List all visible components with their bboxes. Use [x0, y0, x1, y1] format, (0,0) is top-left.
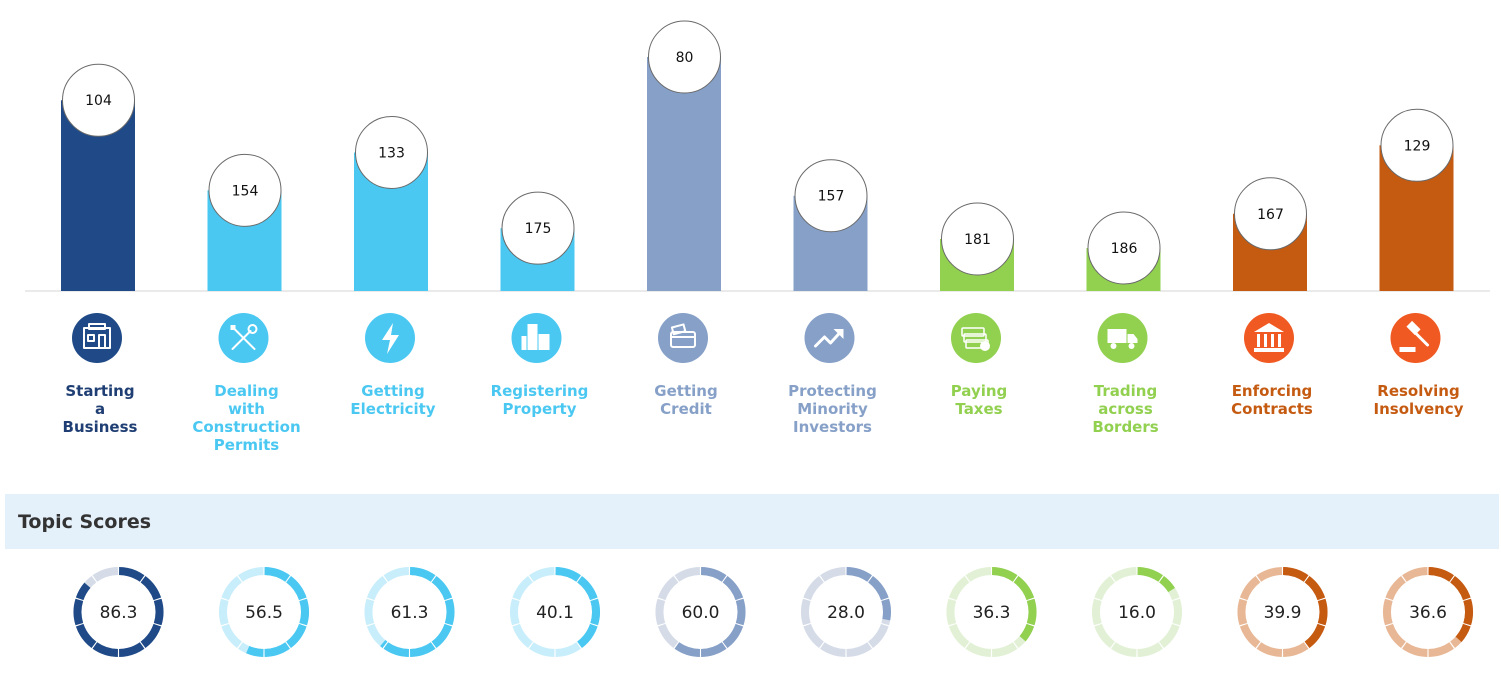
rank-bubble: [1380, 108, 1454, 182]
score-value: 61.3: [391, 603, 429, 623]
score-donut: 36.3: [946, 567, 1037, 657]
building-icon: [72, 313, 122, 363]
score-value: 28.0: [827, 603, 865, 623]
score-value: 39.9: [1264, 603, 1302, 623]
score-donut: 16.0: [1092, 567, 1182, 657]
city-buildings-icon: [511, 313, 562, 363]
rank-label: 104: [85, 93, 112, 109]
rank-label: 154: [232, 183, 259, 199]
score-value: 56.5: [245, 603, 283, 623]
lightning-icon: [365, 313, 415, 363]
rank-label: 167: [1257, 207, 1284, 223]
rank-label: 181: [964, 232, 991, 248]
rank-bubble: [355, 116, 428, 189]
rank-label: 157: [818, 189, 845, 205]
category-label: Resolving Insolvency: [1374, 382, 1464, 418]
topic-scores-header: Topic Scores: [5, 494, 1499, 549]
rank-label: 175: [525, 221, 552, 237]
score-donut: 40.1: [510, 567, 600, 657]
courthouse-icon: [1244, 313, 1294, 363]
score-value: 36.3: [973, 603, 1011, 623]
rank-bubble: [501, 191, 575, 265]
score-donut: 56.5: [219, 567, 309, 657]
category-label: Paying Taxes: [951, 382, 1008, 418]
rank-bubble: [62, 63, 135, 137]
credit-card-icon: [658, 313, 708, 363]
rank-bubble: [208, 153, 282, 227]
gavel-icon: [1390, 313, 1441, 363]
score-donut: 60.0: [655, 567, 746, 657]
topic-score-donuts: 86.3 56.5 61.3 40.1 60.0 28.0 36.3 16.0 39.9 36.6: [73, 567, 1473, 657]
score-value: 36.6: [1409, 603, 1447, 623]
score-value: 16.0: [1118, 603, 1156, 623]
bar: [647, 57, 721, 291]
category-label: Trading across Borders: [1092, 382, 1158, 436]
money-stack-icon: [951, 313, 1001, 363]
category-label: Getting Electricity: [350, 382, 435, 418]
rank-label: 80: [676, 50, 694, 66]
category-label: Enforcing Contracts: [1231, 382, 1313, 418]
topic-scores-title: Topic Scores: [18, 511, 152, 533]
rank-label: 133: [378, 146, 405, 162]
category-label: Starting a Business: [63, 382, 138, 436]
rank-bar-chart: 104 Starting a Business 154 Dealing with Constr…: [25, 20, 1490, 454]
trend-arrow-icon: [804, 313, 855, 363]
category-label: Dealing with Construction Permits: [192, 382, 300, 454]
score-donut: 36.6: [1383, 567, 1473, 657]
rank-bubble: [1087, 211, 1161, 285]
score-donut: 61.3: [364, 567, 455, 657]
rank-bubble: [648, 20, 721, 94]
rank-bubble: [1234, 177, 1307, 251]
rank-label: 186: [1111, 241, 1138, 257]
category-label: Registering Property: [491, 382, 589, 418]
category-label: Getting Credit: [654, 382, 717, 418]
rank-label: 129: [1404, 138, 1431, 154]
score-donut: 39.9: [1237, 567, 1328, 657]
score-value: 86.3: [100, 603, 138, 623]
tools-icon: [218, 313, 269, 363]
score-donut: 86.3: [73, 567, 164, 657]
rank-bubble: [794, 159, 868, 233]
score-donut: 28.0: [801, 567, 891, 657]
score-value: 40.1: [536, 603, 574, 623]
truck-icon: [1097, 313, 1148, 363]
category-label: Protecting Minority Investors: [788, 382, 877, 436]
rank-bubble: [941, 202, 1014, 276]
score-value: 60.0: [682, 603, 720, 623]
